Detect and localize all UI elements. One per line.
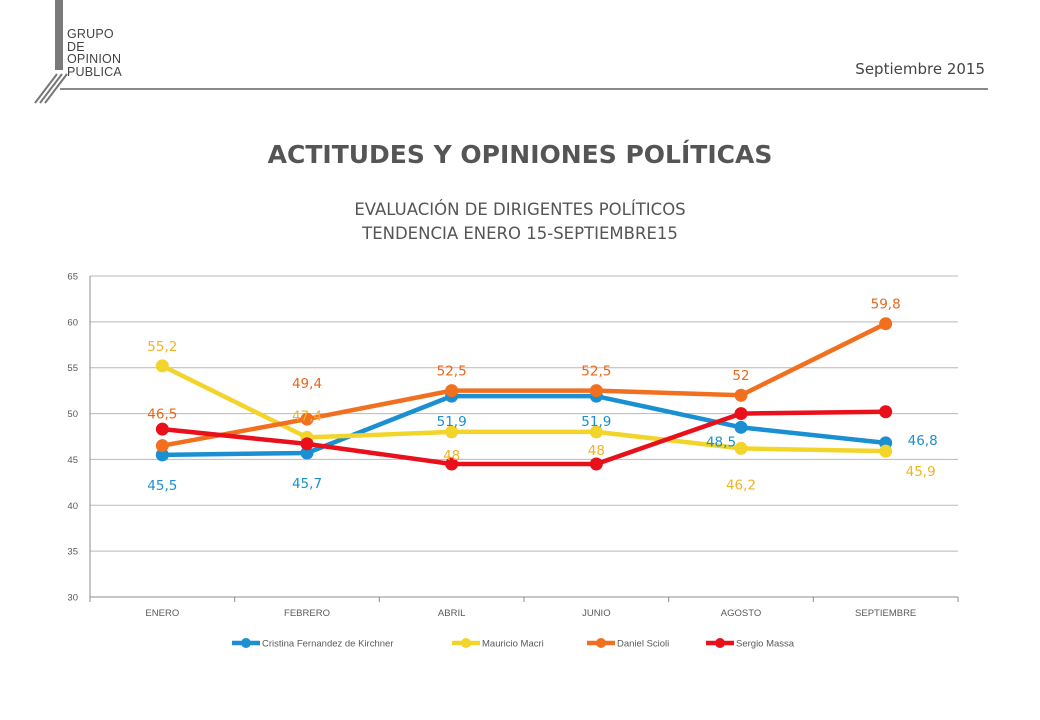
- data-point: [589, 425, 603, 439]
- data-point: [300, 437, 314, 451]
- data-label: 52: [732, 368, 749, 384]
- y-tick-label: 55: [67, 363, 78, 374]
- y-tick-label: 45: [67, 455, 78, 466]
- data-point: [445, 425, 459, 439]
- data-label: 48: [443, 448, 460, 464]
- data-label: 47,4: [292, 408, 322, 424]
- data-label: 49,4: [292, 376, 322, 392]
- x-tick-label: FEBRERO: [284, 608, 330, 619]
- legend-entry-label: Cristina Fernandez de Kirchner: [262, 639, 393, 650]
- data-point: [155, 359, 169, 373]
- data-point: [734, 407, 748, 421]
- data-label: 55,2: [147, 339, 177, 355]
- data-point: [445, 384, 459, 398]
- data-label: 45,5: [147, 478, 177, 494]
- x-tick-label: JUNIO: [582, 608, 611, 619]
- chart-subtitle-line-2: TENDENCIA ENERO 15-SEPTIEMBRE15: [362, 224, 678, 243]
- data-label: 51,9: [581, 414, 611, 430]
- data-label: 46,2: [726, 477, 756, 493]
- data-label: 52,5: [437, 364, 467, 380]
- data-point: [879, 444, 893, 458]
- data-point: [734, 420, 748, 434]
- data-label: 46,5: [147, 407, 177, 423]
- logo-wordmark: GRUPO DE OPINION PUBLICA: [67, 28, 122, 78]
- logo-line: DE: [67, 39, 85, 54]
- data-point: [300, 412, 314, 426]
- data-label: 46,8: [908, 433, 938, 449]
- series-line: [160, 321, 888, 448]
- data-point: [155, 422, 169, 436]
- y-tick-label: 30: [67, 593, 78, 604]
- legend-swatch-marker: [461, 638, 471, 648]
- grupo-opinion-publica-logo: [34, 0, 68, 104]
- y-tick-label: 65: [67, 272, 78, 283]
- legend-entry-label: Sergio Massa: [736, 639, 795, 650]
- report-date: Septiembre 2015: [855, 60, 985, 78]
- y-tick-label: 50: [67, 409, 78, 420]
- series-line: [160, 393, 888, 458]
- y-tick-label: 35: [67, 547, 78, 558]
- data-label: 45,7: [292, 476, 322, 492]
- data-point: [155, 448, 169, 462]
- data-label: 51,9: [437, 414, 467, 430]
- data-label: 52,5: [581, 364, 611, 380]
- series-line: [160, 409, 888, 467]
- data-label: 59,8: [871, 297, 901, 313]
- x-tick-label: ABRIL: [438, 608, 465, 619]
- logo-stripe-icon: [39, 73, 63, 104]
- page-title: ACTITUDES Y OPINIONES POLÍTICAS: [267, 140, 773, 169]
- header-divider: [60, 88, 988, 90]
- legend-swatch-marker: [596, 638, 606, 648]
- data-point: [589, 384, 603, 398]
- logo-bar-icon: [55, 0, 63, 70]
- x-tick-label: AGOSTO: [721, 608, 761, 619]
- logo-line: OPINION: [67, 52, 122, 66]
- data-point: [879, 317, 893, 331]
- legend-swatch-marker: [715, 638, 725, 648]
- logo-line: GRUPO: [67, 27, 114, 41]
- x-tick-label: SEPTIEMBRE: [855, 608, 916, 619]
- data-point: [155, 439, 169, 453]
- y-tick-label: 40: [67, 501, 78, 512]
- data-point: [734, 441, 748, 455]
- logo-stripe-icon: [44, 73, 68, 104]
- data-point: [445, 457, 459, 471]
- data-label: 48: [588, 443, 605, 459]
- data-point: [734, 388, 748, 402]
- data-point: [589, 457, 603, 471]
- logo-stripe-icon: [34, 73, 58, 104]
- data-label: 45,9: [906, 464, 936, 480]
- data-point: [879, 405, 893, 419]
- legend-entry-label: Daniel Scioli: [617, 639, 669, 650]
- y-tick-label: 60: [67, 317, 78, 328]
- legend-swatch-marker: [241, 638, 251, 648]
- chart-subtitle-line-1: EVALUACIÓN DE DIRIGENTES POLÍTICOS: [354, 200, 686, 219]
- data-point: [300, 446, 314, 460]
- x-tick-label: ENERO: [145, 608, 179, 619]
- logo-line: PUBLICA: [67, 64, 122, 79]
- legend-entry-label: Mauricio Macri: [482, 639, 544, 650]
- data-label: 48,5: [706, 434, 736, 450]
